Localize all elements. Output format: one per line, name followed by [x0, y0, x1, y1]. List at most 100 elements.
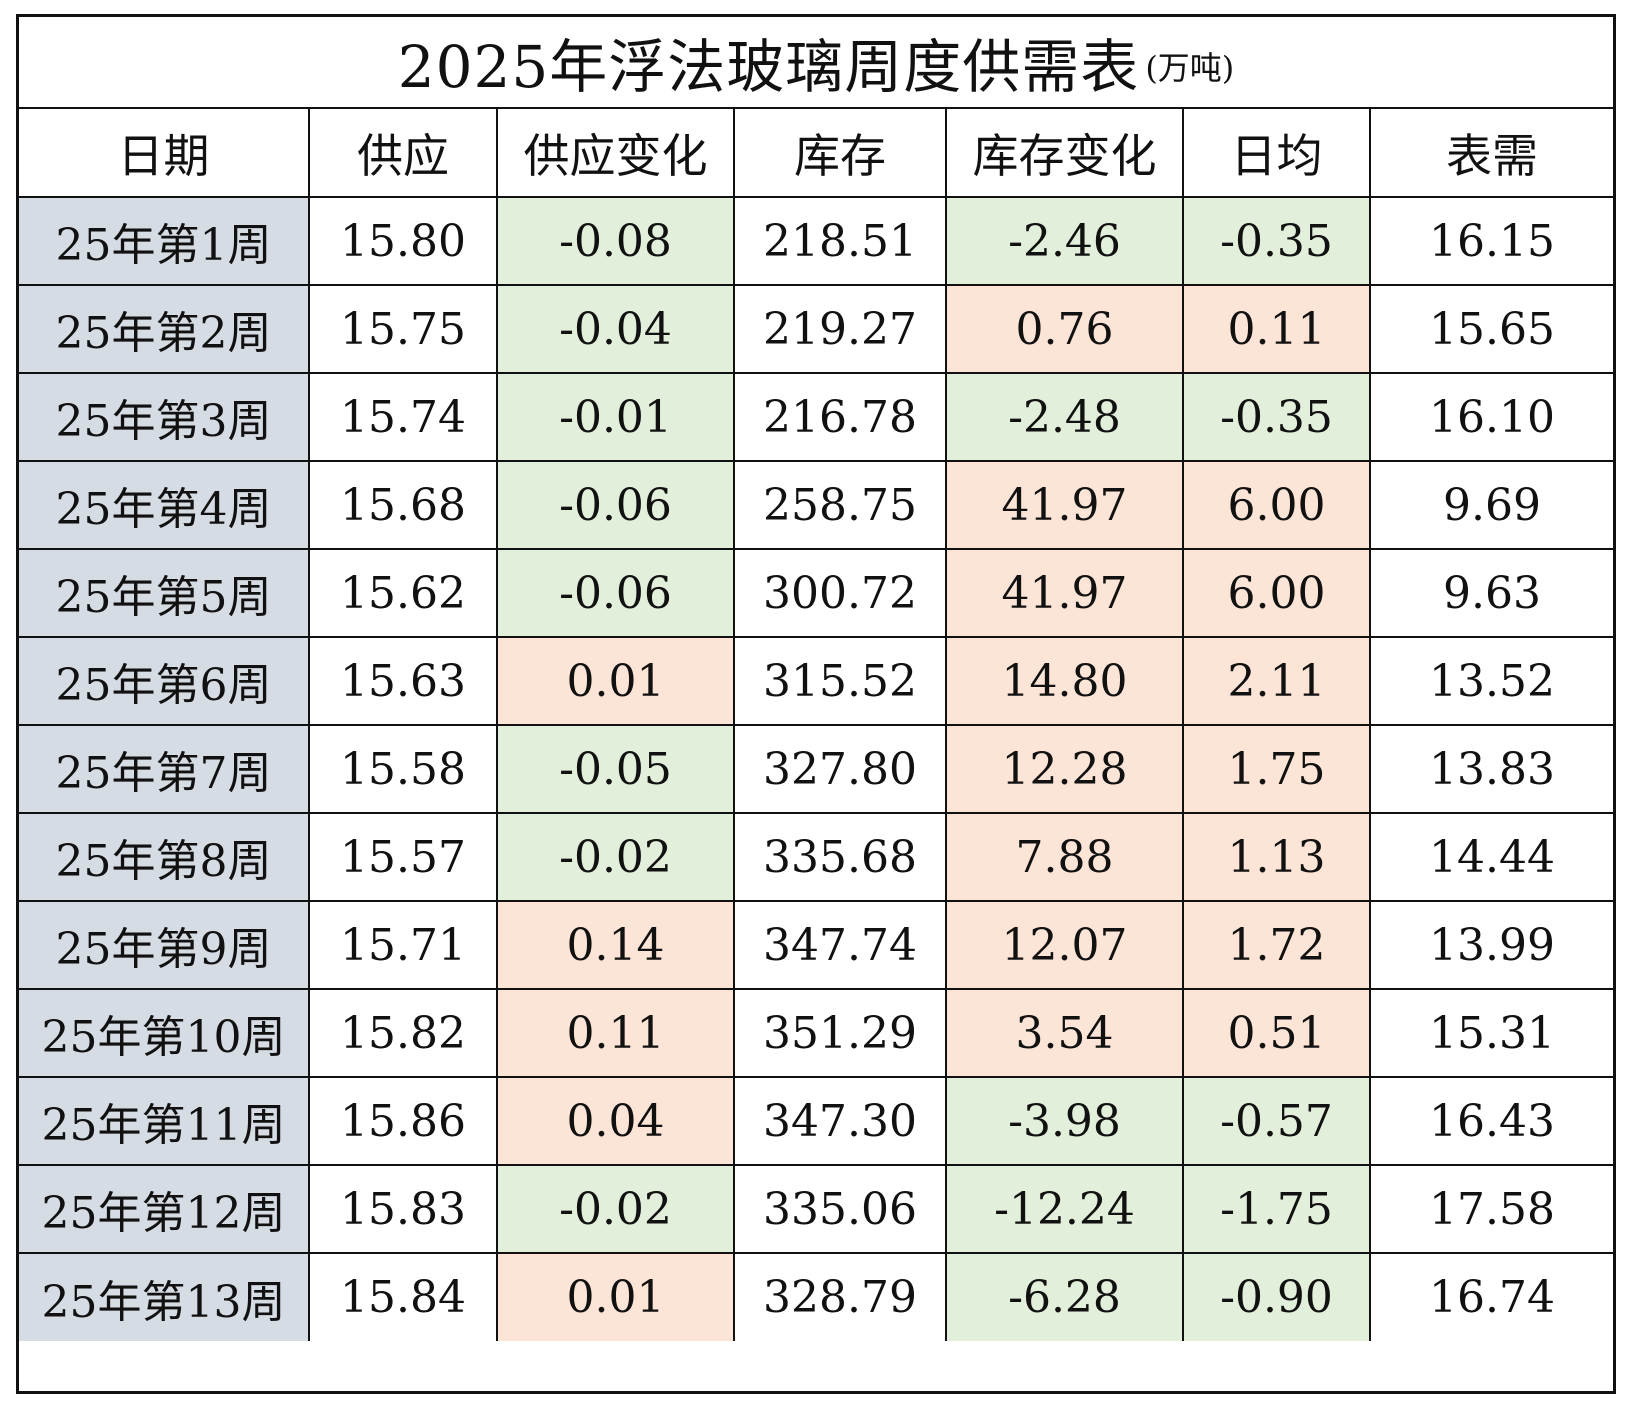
- daily-avg-cell: 6.00: [1182, 548, 1371, 638]
- table-row: 25年第4周 15.68 -0.06 258.75 41.97 6.00 9.69: [19, 460, 1613, 550]
- date-cell: 25年第9周: [19, 900, 310, 990]
- date-cell: 25年第3周: [19, 372, 310, 462]
- daily-avg-cell: 6.00: [1182, 460, 1371, 550]
- date-cell: 25年第6周: [19, 636, 310, 726]
- inventory-change-cell: 7.88: [945, 812, 1184, 902]
- apparent-demand-cell: 15.31: [1369, 988, 1613, 1078]
- daily-avg-cell: 2.11: [1182, 636, 1371, 726]
- inventory-cell: 315.52: [733, 636, 947, 726]
- inventory-change-cell: -2.48: [945, 372, 1184, 462]
- apparent-demand-cell: 13.99: [1369, 900, 1613, 990]
- date-cell: 25年第11周: [19, 1076, 310, 1166]
- date-cell: 25年第12周: [19, 1164, 310, 1254]
- daily-avg-cell: 1.13: [1182, 812, 1371, 902]
- header-apparent-demand: 表需: [1369, 109, 1613, 198]
- apparent-demand-cell: 16.10: [1369, 372, 1613, 462]
- inventory-cell: 300.72: [733, 548, 947, 638]
- apparent-demand-cell: 9.69: [1369, 460, 1613, 550]
- inventory-cell: 216.78: [733, 372, 947, 462]
- apparent-demand-cell: 16.15: [1369, 196, 1613, 286]
- inventory-cell: 327.80: [733, 724, 947, 814]
- inventory-change-cell: 12.07: [945, 900, 1184, 990]
- inventory-change-cell: 41.97: [945, 548, 1184, 638]
- daily-avg-cell: -1.75: [1182, 1164, 1371, 1254]
- supply-cell: 15.74: [308, 372, 498, 462]
- inventory-change-cell: 14.80: [945, 636, 1184, 726]
- inventory-change-cell: 3.54: [945, 988, 1184, 1078]
- supply-demand-sheet: 2025年浮法玻璃周度供需表 (万吨) 日期 供应 供应变化 库存 库存变化 日…: [16, 14, 1616, 1394]
- table-row: 25年第10周 15.82 0.11 351.29 3.54 0.51 15.31: [19, 988, 1613, 1078]
- supply-cell: 15.83: [308, 1164, 498, 1254]
- inventory-cell: 335.06: [733, 1164, 947, 1254]
- supply-cell: 15.58: [308, 724, 498, 814]
- supply-change-cell: 0.14: [496, 900, 735, 990]
- inventory-cell: 218.51: [733, 196, 947, 286]
- supply-change-cell: -0.05: [496, 724, 735, 814]
- inventory-cell: 351.29: [733, 988, 947, 1078]
- supply-cell: 15.80: [308, 196, 498, 286]
- supply-change-cell: -0.01: [496, 372, 735, 462]
- supply-change-cell: 0.11: [496, 988, 735, 1078]
- daily-avg-cell: 0.11: [1182, 284, 1371, 374]
- header-inventory-change: 库存变化: [945, 109, 1184, 198]
- date-cell: 25年第4周: [19, 460, 310, 550]
- inventory-cell: 328.79: [733, 1252, 947, 1341]
- inventory-cell: 219.27: [733, 284, 947, 374]
- daily-avg-cell: 1.75: [1182, 724, 1371, 814]
- inventory-change-cell: -6.28: [945, 1252, 1184, 1341]
- inventory-cell: 347.74: [733, 900, 947, 990]
- date-cell: 25年第1周: [19, 196, 310, 286]
- header-supply: 供应: [308, 109, 498, 198]
- apparent-demand-cell: 16.74: [1369, 1252, 1613, 1341]
- daily-avg-cell: -0.35: [1182, 372, 1371, 462]
- inventory-cell: 258.75: [733, 460, 947, 550]
- daily-avg-cell: -0.57: [1182, 1076, 1371, 1166]
- inventory-cell: 347.30: [733, 1076, 947, 1166]
- supply-change-cell: 0.01: [496, 636, 735, 726]
- table-row: 25年第12周 15.83 -0.02 335.06 -12.24 -1.75 17.58: [19, 1164, 1613, 1254]
- table-row: 25年第5周 15.62 -0.06 300.72 41.97 6.00 9.63: [19, 548, 1613, 638]
- supply-change-cell: -0.06: [496, 548, 735, 638]
- table-row: 25年第7周 15.58 -0.05 327.80 12.28 1.75 13.83: [19, 724, 1613, 814]
- table-row: 25年第1周 15.80 -0.08 218.51 -2.46 -0.35 16.15: [19, 196, 1613, 286]
- daily-avg-cell: 1.72: [1182, 900, 1371, 990]
- header-daily-avg: 日均: [1182, 109, 1371, 198]
- supply-cell: 15.86: [308, 1076, 498, 1166]
- header-date: 日期: [19, 109, 310, 198]
- header-inventory: 库存: [733, 109, 947, 198]
- inventory-change-cell: 12.28: [945, 724, 1184, 814]
- table-row: 25年第8周 15.57 -0.02 335.68 7.88 1.13 14.44: [19, 812, 1613, 902]
- header-supply-change: 供应变化: [496, 109, 735, 198]
- table-row: 25年第13周 15.84 0.01 328.79 -6.28 -0.90 16.74: [19, 1252, 1613, 1341]
- inventory-change-cell: 41.97: [945, 460, 1184, 550]
- supply-change-cell: -0.08: [496, 196, 735, 286]
- table-body: 25年第1周 15.80 -0.08 218.51 -2.46 -0.35 16.15 25年…: [19, 196, 1613, 1341]
- supply-cell: 15.68: [308, 460, 498, 550]
- table-row: 25年第6周 15.63 0.01 315.52 14.80 2.11 13.52: [19, 636, 1613, 726]
- apparent-demand-cell: 15.65: [1369, 284, 1613, 374]
- table-unit: (万吨): [1145, 49, 1235, 87]
- apparent-demand-cell: 16.43: [1369, 1076, 1613, 1166]
- date-cell: 25年第13周: [19, 1252, 310, 1341]
- daily-avg-cell: -0.35: [1182, 196, 1371, 286]
- apparent-demand-cell: 9.63: [1369, 548, 1613, 638]
- supply-change-cell: 0.01: [496, 1252, 735, 1341]
- apparent-demand-cell: 14.44: [1369, 812, 1613, 902]
- supply-cell: 15.63: [308, 636, 498, 726]
- supply-cell: 15.62: [308, 548, 498, 638]
- supply-cell: 15.82: [308, 988, 498, 1078]
- supply-change-cell: -0.06: [496, 460, 735, 550]
- date-cell: 25年第2周: [19, 284, 310, 374]
- date-cell: 25年第5周: [19, 548, 310, 638]
- inventory-change-cell: 0.76: [945, 284, 1184, 374]
- supply-change-cell: 0.04: [496, 1076, 735, 1166]
- table-row: 25年第3周 15.74 -0.01 216.78 -2.48 -0.35 16.10: [19, 372, 1613, 462]
- date-cell: 25年第8周: [19, 812, 310, 902]
- table-row: 25年第11周 15.86 0.04 347.30 -3.98 -0.57 16.43: [19, 1076, 1613, 1166]
- supply-cell: 15.57: [308, 812, 498, 902]
- supply-change-cell: -0.02: [496, 1164, 735, 1254]
- daily-avg-cell: -0.90: [1182, 1252, 1371, 1341]
- apparent-demand-cell: 13.83: [1369, 724, 1613, 814]
- date-cell: 25年第10周: [19, 988, 310, 1078]
- supply-cell: 15.71: [308, 900, 498, 990]
